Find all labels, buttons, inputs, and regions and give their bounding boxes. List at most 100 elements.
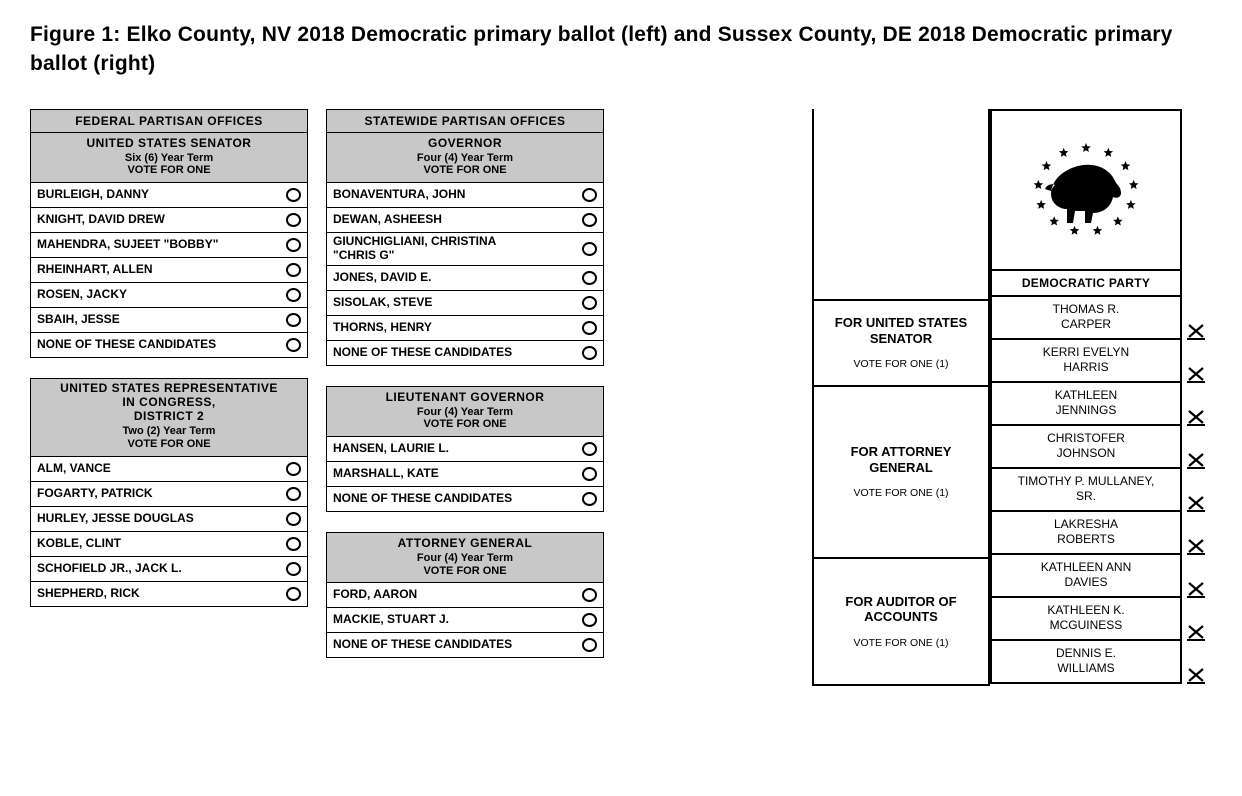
ballot-section: FEDERAL PARTISAN OFFICESUNITED STATES SE…	[30, 109, 308, 358]
nevada-column-1: FEDERAL PARTISAN OFFICESUNITED STATES SE…	[30, 109, 308, 607]
candidate-row[interactable]: SCHOFIELD JR., JACK L.	[31, 557, 307, 582]
vote-bubble-icon[interactable]	[286, 213, 301, 227]
vote-bubble-icon[interactable]	[286, 188, 301, 202]
candidate-row[interactable]: BURLEIGH, DANNY	[31, 183, 307, 208]
vote-mark-icon	[1186, 581, 1206, 599]
vote-bubble-icon[interactable]	[582, 442, 597, 456]
vote-bubble-icon[interactable]	[286, 263, 301, 277]
office-header: GOVERNORFour (4) Year TermVOTE FOR ONE	[327, 133, 603, 183]
vote-bubble-icon[interactable]	[286, 512, 301, 526]
vote-bubble-icon[interactable]	[286, 313, 301, 327]
candidate-cell[interactable]: KATHLEEN ANNDAVIES	[990, 555, 1182, 598]
vote-bubble-icon[interactable]	[582, 296, 597, 310]
vote-bubble-icon[interactable]	[286, 288, 301, 302]
candidate-row[interactable]: SISOLAK, STEVE	[327, 291, 603, 316]
candidate-cell[interactable]: TIMOTHY P. MULLANEY,SR.	[990, 469, 1182, 512]
candidate-name: NONE OF THESE CANDIDATES	[333, 492, 512, 506]
vote-mark-cell[interactable]	[1182, 428, 1210, 471]
vote-bubble-icon[interactable]	[582, 271, 597, 285]
vote-mark-cell[interactable]	[1182, 471, 1210, 514]
candidate-name: BONAVENTURA, JOHN	[333, 188, 465, 202]
candidate-row[interactable]: HANSEN, LAURIE L.	[327, 437, 603, 462]
candidate-row[interactable]: SHEPHERD, RICK	[31, 582, 307, 607]
party-name: DEMOCRATIC PARTY	[990, 271, 1182, 297]
vote-mark-cell[interactable]	[1182, 385, 1210, 428]
candidate-cell[interactable]: LAKRESHAROBERTS	[990, 512, 1182, 555]
vote-bubble-icon[interactable]	[286, 238, 301, 252]
vote-bubble-icon[interactable]	[286, 462, 301, 476]
vote-bubble-icon[interactable]	[582, 188, 597, 202]
vote-mark-cell[interactable]	[1182, 643, 1210, 686]
candidate-row[interactable]: THORNS, HENRY	[327, 316, 603, 341]
candidate-name: FORD, AARON	[333, 588, 417, 602]
vote-mark-cell[interactable]	[1182, 299, 1210, 342]
candidate-name: ALM, VANCE	[37, 462, 111, 476]
spacer	[814, 109, 990, 299]
nevada-column-2: STATEWIDE PARTISAN OFFICESGOVERNORFour (…	[326, 109, 604, 658]
candidate-row[interactable]: RHEINHART, ALLEN	[31, 258, 307, 283]
candidate-row[interactable]: NONE OF THESE CANDIDATES	[327, 487, 603, 512]
office-title: GOVERNOR	[331, 136, 599, 150]
candidate-cell[interactable]: KATHLEENJENNINGS	[990, 383, 1182, 426]
candidate-cell[interactable]: KERRI EVELYNHARRIS	[990, 340, 1182, 383]
party-logo	[990, 109, 1182, 271]
candidate-row[interactable]: MAHENDRA, SUJEET "BOBBY"	[31, 233, 307, 258]
candidate-row[interactable]: NONE OF THESE CANDIDATES	[327, 341, 603, 366]
candidate-cell[interactable]: DENNIS E.WILLIAMS	[990, 641, 1182, 684]
candidate-name: GIUNCHIGLIANI, CHRISTINA"CHRIS G"	[333, 235, 496, 263]
vote-bubble-icon[interactable]	[286, 537, 301, 551]
candidate-row[interactable]: BONAVENTURA, JOHN	[327, 183, 603, 208]
candidate-row[interactable]: MARSHALL, KATE	[327, 462, 603, 487]
candidate-row[interactable]: SBAIH, JESSE	[31, 308, 307, 333]
candidate-cell[interactable]: KATHLEEN K.MCGUINESS	[990, 598, 1182, 641]
vote-bubble-icon[interactable]	[286, 587, 301, 601]
vote-bubble-icon[interactable]	[286, 338, 301, 352]
vote-bubble-icon[interactable]	[582, 467, 597, 481]
vote-bubble-icon[interactable]	[286, 562, 301, 576]
candidate-name: SHEPHERD, RICK	[37, 587, 140, 601]
office-cell: FOR ATTORNEYGENERALVOTE FOR ONE (1)	[814, 385, 990, 557]
vote-bubble-icon[interactable]	[582, 492, 597, 506]
candidate-name: DEWAN, ASHEESH	[333, 213, 442, 227]
vote-for-label: VOTE FOR ONE (1)	[820, 358, 982, 370]
candidate-row[interactable]: KNIGHT, DAVID DREW	[31, 208, 307, 233]
vote-bubble-icon[interactable]	[582, 638, 597, 652]
candidate-row[interactable]: FORD, AARON	[327, 583, 603, 608]
vote-mark-icon	[1186, 495, 1206, 513]
candidate-row[interactable]: DEWAN, ASHEESH	[327, 208, 603, 233]
candidate-row[interactable]: ALM, VANCE	[31, 457, 307, 482]
vote-bubble-icon[interactable]	[582, 613, 597, 627]
delaware-offices-column: FOR UNITED STATESSENATORVOTE FOR ONE (1)…	[812, 109, 990, 686]
office-title: LIEUTENANT GOVERNOR	[331, 390, 599, 404]
ballot-section: UNITED STATES REPRESENTATIVEIN CONGRESS,…	[30, 378, 308, 607]
vote-mark-cell[interactable]	[1182, 342, 1210, 385]
candidate-name: HANSEN, LAURIE L.	[333, 442, 449, 456]
candidate-name: SISOLAK, STEVE	[333, 296, 432, 310]
candidate-row[interactable]: HURLEY, JESSE DOUGLAS	[31, 507, 307, 532]
vote-bubble-icon[interactable]	[582, 346, 597, 360]
candidate-cell[interactable]: CHRISTOFERJOHNSON	[990, 426, 1182, 469]
vote-bubble-icon[interactable]	[582, 213, 597, 227]
vote-bubble-icon[interactable]	[582, 321, 597, 335]
vote-bubble-icon[interactable]	[582, 242, 597, 256]
vote-mark-cell[interactable]	[1182, 600, 1210, 643]
vote-for-label: VOTE FOR ONE (1)	[820, 487, 982, 499]
vote-mark-cell[interactable]	[1182, 557, 1210, 600]
candidate-name: FOGARTY, PATRICK	[37, 487, 153, 501]
candidate-row[interactable]: NONE OF THESE CANDIDATES	[327, 633, 603, 658]
candidate-name: BURLEIGH, DANNY	[37, 188, 149, 202]
vote-bubble-icon[interactable]	[286, 487, 301, 501]
candidate-row[interactable]: JONES, DAVID E.	[327, 266, 603, 291]
candidate-name: MAHENDRA, SUJEET "BOBBY"	[37, 238, 218, 252]
candidate-cell[interactable]: THOMAS R.CARPER	[990, 297, 1182, 340]
office-header: ATTORNEY GENERALFour (4) Year TermVOTE F…	[327, 533, 603, 583]
candidate-row[interactable]: KOBLE, CLINT	[31, 532, 307, 557]
vote-mark-cell[interactable]	[1182, 514, 1210, 557]
vote-bubble-icon[interactable]	[582, 588, 597, 602]
section-header: STATEWIDE PARTISAN OFFICES	[327, 109, 603, 133]
candidate-row[interactable]: GIUNCHIGLIANI, CHRISTINA"CHRIS G"	[327, 233, 603, 266]
candidate-row[interactable]: MACKIE, STUART J.	[327, 608, 603, 633]
candidate-row[interactable]: FOGARTY, PATRICK	[31, 482, 307, 507]
candidate-row[interactable]: ROSEN, JACKY	[31, 283, 307, 308]
candidate-row[interactable]: NONE OF THESE CANDIDATES	[31, 333, 307, 358]
